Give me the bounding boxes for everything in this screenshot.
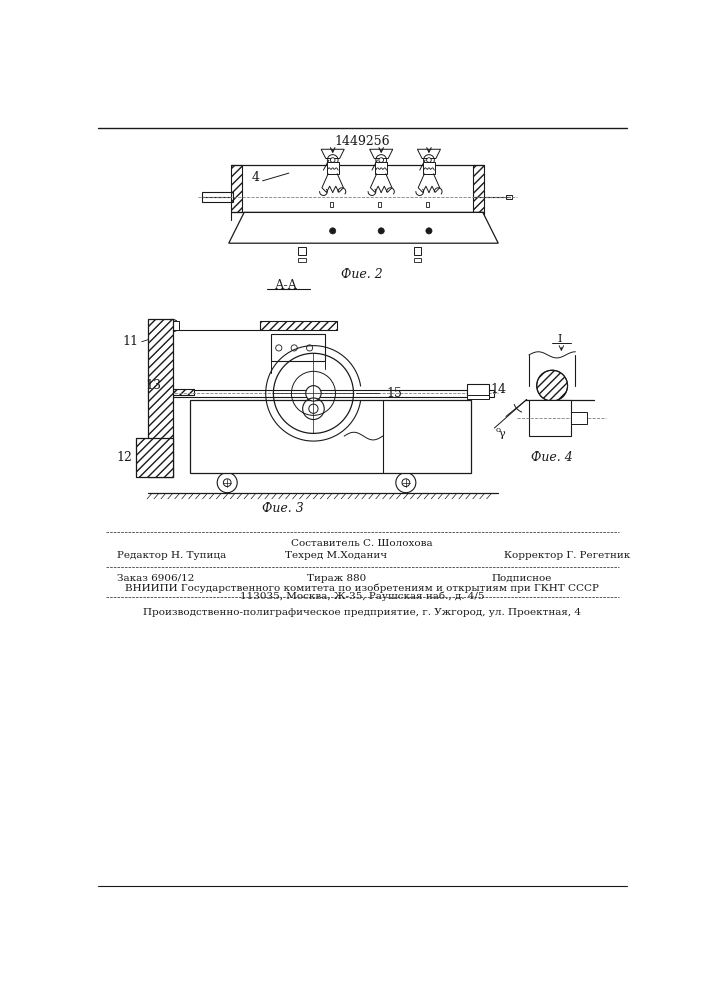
Circle shape bbox=[330, 158, 335, 162]
Bar bbox=[378, 202, 381, 207]
Polygon shape bbox=[417, 149, 440, 158]
Circle shape bbox=[378, 228, 385, 234]
Text: Подписное: Подписное bbox=[491, 574, 551, 583]
Bar bbox=[327, 162, 339, 174]
Bar bbox=[148, 319, 173, 477]
Bar bbox=[423, 162, 435, 174]
Text: Тираж 880: Тираж 880 bbox=[307, 574, 366, 583]
Text: 113035, Москва, Ж-35, Раушская наб., д. 4/5: 113035, Москва, Ж-35, Раушская наб., д. … bbox=[240, 591, 484, 601]
Text: o: o bbox=[496, 426, 501, 434]
Bar bbox=[244, 220, 258, 226]
Circle shape bbox=[426, 228, 432, 234]
Text: Техред М.Ходанич: Техред М.Ходанич bbox=[286, 551, 387, 560]
Text: Корректор Г. Регетник: Корректор Г. Регетник bbox=[504, 551, 631, 560]
Polygon shape bbox=[229, 212, 498, 243]
Bar bbox=[259, 321, 337, 330]
Bar bbox=[467, 395, 489, 399]
Text: Фие. 4: Фие. 4 bbox=[531, 451, 573, 464]
Bar bbox=[529, 400, 571, 436]
Bar bbox=[166, 321, 179, 330]
Text: Производственно-полиграфическое предприятие, г. Ужгород, ул. Проектная, 4: Производственно-полиграфическое предприя… bbox=[143, 608, 581, 617]
Bar bbox=[571, 412, 587, 424]
Bar bbox=[231, 165, 242, 212]
Bar bbox=[231, 165, 242, 212]
Text: Заказ 6906/12: Заказ 6906/12 bbox=[117, 574, 194, 583]
Circle shape bbox=[329, 228, 336, 234]
Text: 12: 12 bbox=[117, 451, 132, 464]
Bar bbox=[375, 162, 387, 174]
Text: Фие. 3: Фие. 3 bbox=[262, 502, 303, 515]
Bar bbox=[414, 247, 421, 255]
Bar bbox=[329, 202, 333, 207]
Bar bbox=[148, 319, 173, 477]
Bar bbox=[467, 384, 489, 396]
Bar bbox=[457, 220, 471, 226]
Text: 4: 4 bbox=[252, 171, 259, 184]
Text: 13: 13 bbox=[146, 379, 162, 392]
Text: 14: 14 bbox=[490, 383, 506, 396]
Text: I: I bbox=[558, 334, 562, 344]
Text: γ: γ bbox=[498, 429, 506, 439]
Text: Фие. 2: Фие. 2 bbox=[341, 267, 382, 280]
Bar bbox=[414, 258, 421, 262]
Text: А-А: А-А bbox=[275, 279, 298, 292]
Text: 11: 11 bbox=[122, 335, 139, 348]
Bar bbox=[173, 389, 194, 395]
Bar bbox=[473, 165, 484, 212]
Text: Редактор Н. Тупица: Редактор Н. Тупица bbox=[117, 551, 226, 560]
Bar bbox=[426, 202, 429, 207]
Text: 1449256: 1449256 bbox=[334, 135, 390, 148]
Bar bbox=[190, 400, 472, 473]
Circle shape bbox=[537, 370, 568, 401]
Bar bbox=[136, 438, 173, 477]
Bar bbox=[271, 334, 325, 361]
Text: 15: 15 bbox=[386, 387, 402, 400]
Bar bbox=[136, 438, 173, 477]
Circle shape bbox=[305, 386, 321, 401]
Text: ВНИИПИ Государственного комитета по изобретениям и открытиям при ГКНТ СССР: ВНИИПИ Государственного комитета по изоб… bbox=[125, 583, 599, 593]
Polygon shape bbox=[321, 149, 344, 158]
Circle shape bbox=[426, 158, 431, 162]
Bar bbox=[173, 389, 194, 395]
Bar bbox=[201, 192, 233, 202]
Bar bbox=[259, 321, 337, 330]
Bar bbox=[298, 258, 305, 262]
Circle shape bbox=[379, 158, 383, 162]
Polygon shape bbox=[370, 149, 393, 158]
Bar bbox=[148, 389, 494, 397]
Bar bbox=[473, 165, 484, 212]
Text: Составитель С. Шолохова: Составитель С. Шолохова bbox=[291, 539, 433, 548]
Bar bbox=[506, 195, 512, 199]
Bar bbox=[298, 247, 305, 255]
